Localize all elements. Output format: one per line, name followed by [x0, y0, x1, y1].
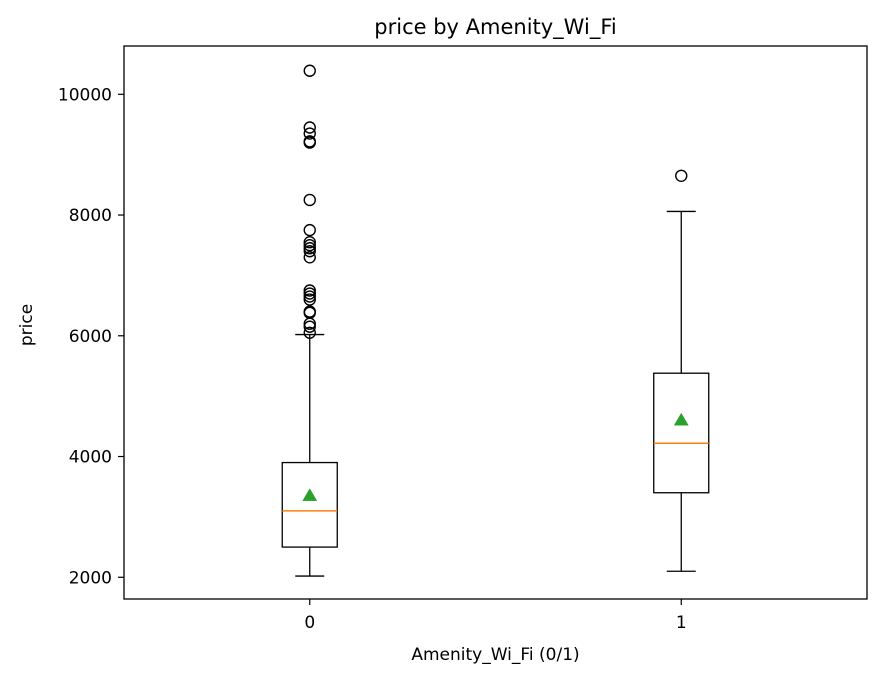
outlier-point	[303, 127, 316, 140]
outlier-point	[303, 121, 316, 134]
outlier-point	[303, 135, 316, 148]
y-tick-label: 8000	[69, 206, 112, 226]
box-group-0	[281, 64, 338, 577]
y-axis-title: price	[17, 304, 37, 346]
outlier-point	[303, 305, 316, 318]
y-tick-label: 6000	[69, 327, 112, 347]
x-tick-label: 0	[304, 613, 315, 633]
chart-title: price by Amenity_Wi_Fi	[374, 15, 616, 40]
outlier-point	[303, 293, 316, 306]
plot-area	[124, 46, 867, 599]
x-tick-label: 1	[676, 613, 687, 633]
outlier-point	[303, 64, 316, 77]
outlier-point	[303, 245, 316, 258]
outlier-point	[303, 284, 316, 297]
mean-marker	[673, 412, 689, 426]
plot-frame	[123, 45, 868, 600]
chart-marks	[281, 64, 710, 577]
y-axis-ticks: 2000 4000 6000 8000 10000	[58, 85, 124, 588]
mean-marker	[302, 488, 318, 501]
y-tick-label: 2000	[69, 568, 112, 588]
outlier-point	[303, 193, 316, 207]
outlier-point	[303, 326, 316, 339]
x-axis-title: Amenity_Wi_Fi (0/1)	[411, 645, 579, 665]
iqr-box	[281, 461, 338, 548]
outlier-point	[303, 236, 316, 249]
outlier-point	[675, 169, 688, 182]
outlier-point	[303, 287, 316, 300]
box-group-1	[653, 169, 710, 572]
outlier-point	[303, 223, 316, 237]
outlier-point	[303, 320, 316, 333]
outlier-point	[303, 290, 316, 303]
outlier-point	[303, 251, 316, 264]
y-tick-label: 10000	[58, 85, 112, 105]
outlier-point	[303, 239, 316, 252]
outlier-point	[303, 242, 316, 255]
iqr-box	[653, 372, 710, 494]
y-tick-label: 4000	[69, 448, 112, 468]
